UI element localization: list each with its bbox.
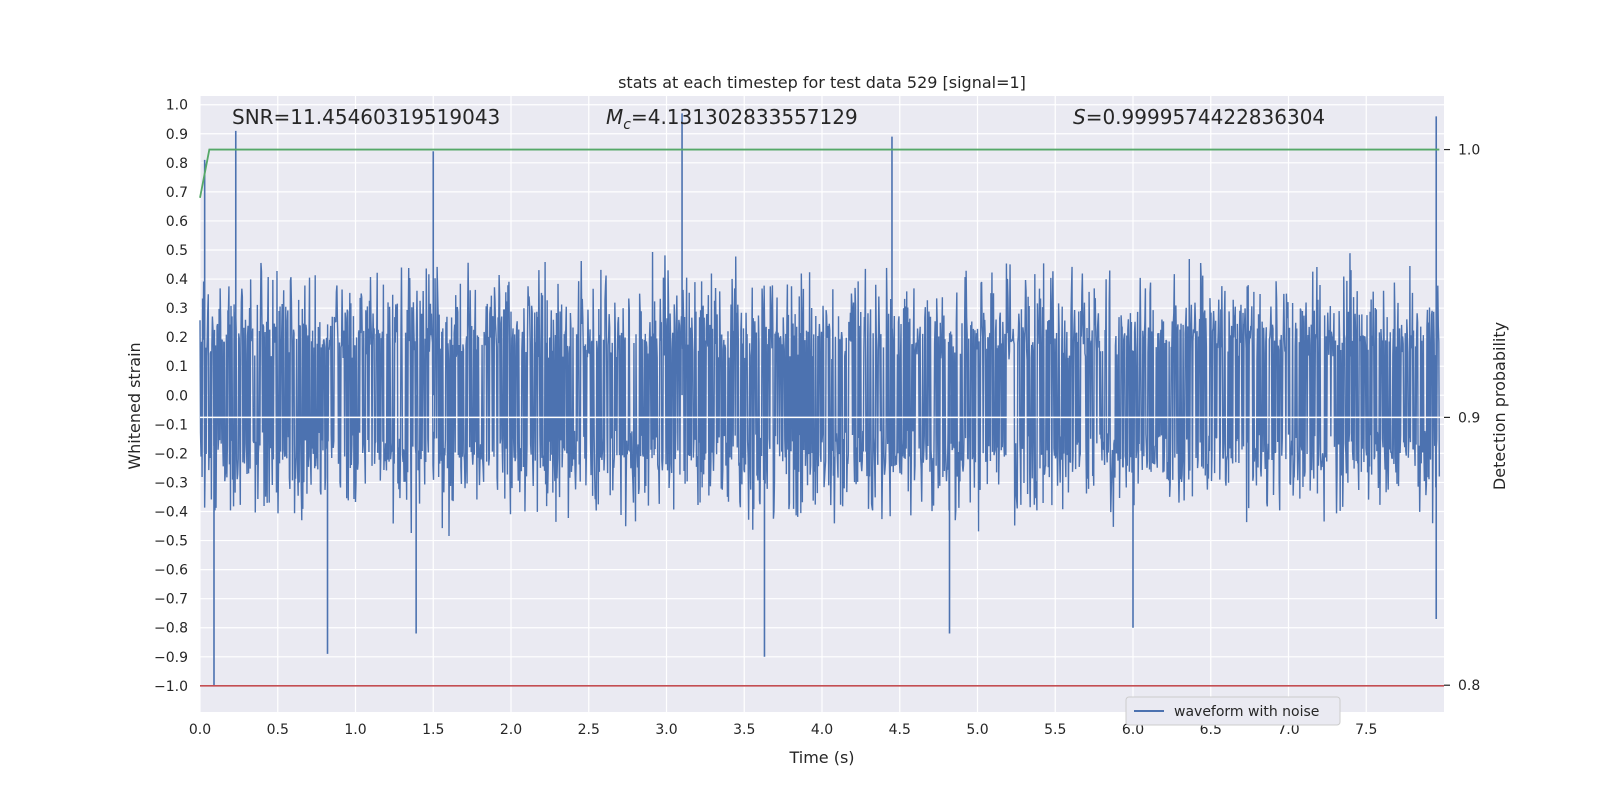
chart-title: stats at each timestep for test data 529… [618, 73, 1026, 92]
y-tick-label: 0.1 [166, 359, 188, 375]
s-value: =0.9999574422836304 [1086, 105, 1325, 129]
y2-tick-label: 0.9 [1458, 410, 1480, 426]
x-tick-label: 6.0 [1122, 722, 1144, 738]
x-tick-label: 7.0 [1277, 722, 1299, 738]
legend-label: waveform with noise [1174, 704, 1319, 720]
x-tick-label: 4.5 [889, 722, 911, 738]
y-tick-label: −0.5 [154, 534, 188, 550]
y-tick-label: −0.8 [154, 621, 188, 637]
x-axis-ticks: 0.0 0.5 1.0 1.5 2.0 2.5 3.0 3.5 4.0 4.5 5.0 5.5 6.0 6… [189, 722, 1378, 738]
y-tick-label: 0.9 [166, 127, 188, 143]
s-annotation: S=0.9999574422836304 [1073, 105, 1325, 129]
x-tick-label: 2.5 [578, 722, 600, 738]
y2-tick-label: 0.8 [1458, 678, 1480, 694]
x-tick-label: 0.0 [189, 722, 211, 738]
chirp-mass-symbol: M [606, 105, 623, 129]
y-tick-label: −1.0 [154, 679, 188, 695]
chirp-mass-annotation: Mc=4.131302833557129 [606, 105, 858, 133]
y-axis-label: Whitened strain [125, 342, 144, 469]
x-tick-label: 2.0 [500, 722, 522, 738]
y-tick-label: 0.3 [166, 301, 188, 317]
y-tick-label: −0.2 [154, 446, 188, 462]
y-axis-ticks: 1.0 0.9 0.8 0.7 0.6 0.5 0.4 0.3 0.2 0.1 0.0 −0.1 −0.… [154, 98, 188, 695]
chirp-mass-subscript: c [623, 117, 631, 133]
y-tick-label: 0.8 [166, 156, 188, 172]
y-tick-label: 0.4 [166, 272, 188, 288]
x-tick-label: 3.5 [733, 722, 755, 738]
chirp-mass-value: =4.131302833557129 [631, 105, 858, 129]
y-tick-label: −0.7 [154, 592, 188, 608]
x-tick-label: 4.0 [811, 722, 833, 738]
detection-probability-line [199, 148, 1440, 198]
y-tick-label: −0.6 [154, 563, 188, 579]
s-symbol: S [1073, 105, 1086, 129]
y-tick-label: 0.7 [166, 185, 188, 201]
series-waveform-with-noise [199, 113, 1441, 686]
y-tick-label: 0.2 [166, 330, 188, 346]
y2-tick-label: 1.0 [1458, 143, 1480, 159]
overlay-lines [199, 148, 1444, 687]
y2-axis-ticks: 1.0 0.9 0.8 [1444, 143, 1480, 694]
y-tick-label: −0.3 [154, 475, 188, 491]
snr-annotation: SNR=11.45460319519043 [232, 105, 500, 129]
y-tick-label: −0.9 [154, 650, 188, 666]
y-tick-label: 1.0 [166, 98, 188, 114]
x-tick-label: 3.0 [655, 722, 677, 738]
legend: waveform with noise [1125, 696, 1341, 726]
x-axis-label: Time (s) [788, 748, 854, 767]
y-tick-label: −0.1 [154, 417, 188, 433]
legend-box [1125, 696, 1341, 726]
waveform-noise-path [199, 252, 1441, 537]
x-tick-label: 5.5 [1044, 722, 1066, 738]
y-tick-label: 0.0 [166, 388, 188, 404]
y-tick-label: 0.6 [166, 214, 188, 230]
x-tick-label: 6.5 [1200, 722, 1222, 738]
x-tick-label: 0.5 [267, 722, 289, 738]
x-tick-label: 1.0 [344, 722, 366, 738]
y2-axis-label: Detection probability [1490, 322, 1509, 490]
x-tick-label: 1.5 [422, 722, 444, 738]
y-tick-label: 0.5 [166, 243, 188, 259]
x-tick-label: 5.0 [966, 722, 988, 738]
x-tick-label: 7.5 [1355, 722, 1377, 738]
y-tick-label: −0.4 [154, 505, 188, 521]
